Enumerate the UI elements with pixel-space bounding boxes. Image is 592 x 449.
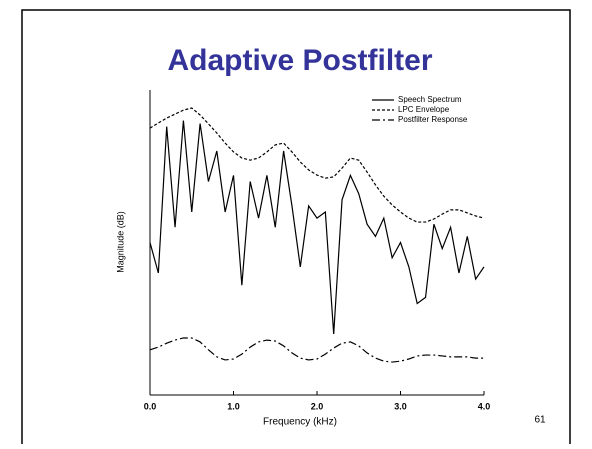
- x-tick-label: 1.0: [227, 401, 240, 411]
- legend-label: Postfilter Response: [398, 115, 468, 124]
- x-tick-label: 0.0: [144, 401, 157, 411]
- slide-title: Adaptive Postfilter: [167, 44, 432, 77]
- legend-label: Speech Spectrum: [398, 95, 462, 104]
- series-line: [149, 107, 485, 223]
- y-axis-label: Magnitude (dB): [115, 211, 125, 273]
- series-line: [149, 120, 485, 335]
- slide-frame: [21, 9, 571, 449]
- legend-label: LPC Envelope: [398, 105, 450, 114]
- page-number: 61: [534, 415, 546, 426]
- x-tick-label: 4.0: [478, 401, 491, 411]
- x-tick-label: 2.0: [311, 401, 324, 411]
- x-axis-label: Frequency (kHz): [263, 417, 337, 428]
- x-tick-label: 3.0: [394, 401, 407, 411]
- series-line: [149, 337, 484, 363]
